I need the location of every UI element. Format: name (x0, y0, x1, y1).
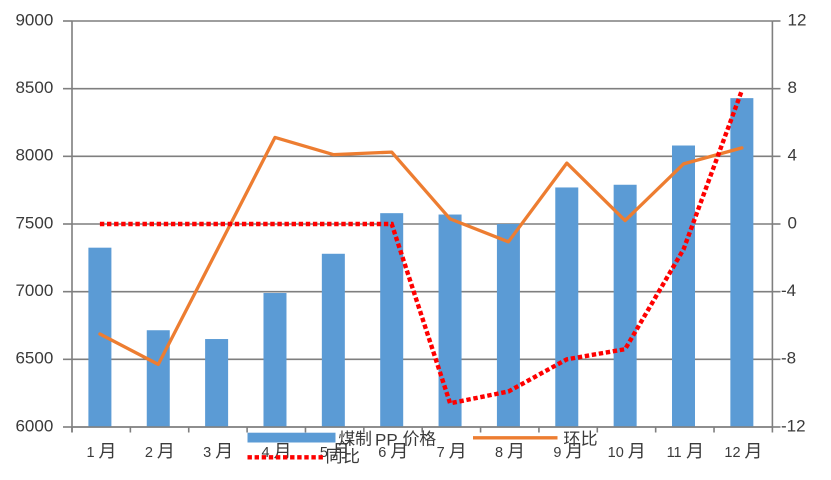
svg-text:7: 7 (437, 445, 445, 461)
svg-text:9: 9 (553, 445, 561, 461)
svg-text:9000: 9000 (15, 10, 53, 29)
svg-text:8: 8 (788, 78, 797, 97)
svg-text:8000: 8000 (15, 146, 53, 165)
svg-text:-12: -12 (781, 416, 806, 435)
svg-text:0: 0 (788, 213, 797, 232)
svg-text:7500: 7500 (15, 213, 53, 232)
svg-text:6: 6 (378, 445, 386, 461)
svg-text:1: 1 (86, 445, 94, 461)
svg-text:3: 3 (203, 445, 211, 461)
svg-text:-8: -8 (781, 349, 796, 368)
svg-text:PP: PP (375, 430, 398, 449)
svg-text:11: 11 (667, 445, 682, 461)
svg-text:12: 12 (788, 10, 807, 29)
svg-text:7000: 7000 (15, 281, 53, 300)
svg-text:4: 4 (262, 445, 270, 461)
svg-text:6000: 6000 (15, 416, 53, 435)
svg-text:8500: 8500 (15, 78, 53, 97)
svg-text:8: 8 (495, 445, 503, 461)
svg-text:10: 10 (608, 445, 624, 461)
svg-text:12: 12 (724, 445, 740, 461)
svg-text:2: 2 (145, 445, 153, 461)
svg-text:4: 4 (788, 146, 797, 165)
svg-text:-4: -4 (781, 281, 796, 300)
svg-text:5: 5 (320, 445, 328, 461)
svg-text:6500: 6500 (15, 349, 53, 368)
